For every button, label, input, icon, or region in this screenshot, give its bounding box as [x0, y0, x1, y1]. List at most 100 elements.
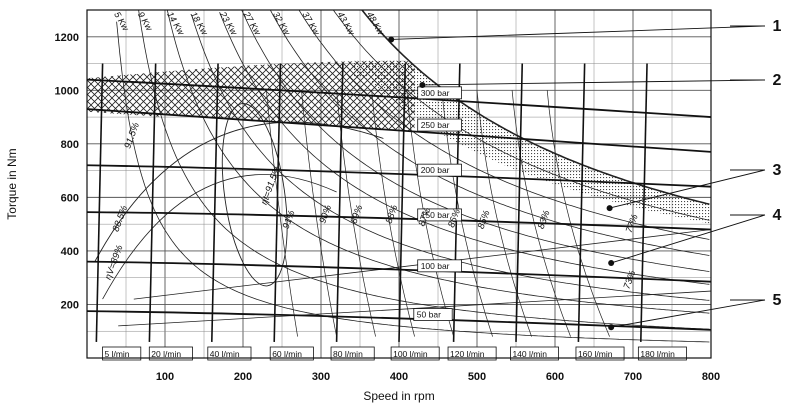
power-label: 27 Kw — [241, 9, 263, 37]
pressure-label: 50 bar — [417, 310, 441, 320]
pressure-label: 150 bar — [421, 210, 450, 220]
pressure-line-5 — [87, 310, 711, 331]
x-tick-label: 700 — [624, 371, 642, 383]
x-tick-label: 500 — [468, 371, 486, 383]
power-label: 9 Kw — [136, 10, 155, 33]
pressure-line-0 — [87, 78, 711, 118]
eff-contour-line — [511, 90, 571, 337]
flow-lines — [95, 63, 648, 342]
flow-label: 80 l/min — [333, 349, 363, 359]
flow-line-6 — [452, 63, 461, 342]
power-curve-5 — [116, 21, 710, 343]
pressure-line-2 — [87, 164, 711, 188]
eff-contour-line — [336, 90, 376, 337]
callout-leader — [611, 214, 766, 264]
flow-label-box — [207, 346, 252, 361]
x-tick-label: 400 — [390, 371, 408, 383]
pressure-label-box — [417, 163, 462, 177]
x-tick-label: 600 — [546, 371, 564, 383]
eff-contour-91-5 — [221, 103, 288, 287]
flow-label-box — [148, 346, 193, 361]
power-curve-37 — [298, 10, 710, 240]
flow-label-box — [637, 346, 687, 361]
flow-label: 60 l/min — [272, 349, 302, 359]
efficiency-label: 91% — [281, 208, 298, 230]
vol-eff-line — [118, 290, 711, 327]
y-tick-label: 600 — [61, 192, 79, 204]
y-tick-label: 1200 — [55, 32, 79, 44]
pressure-label-box — [417, 259, 462, 273]
power-label: 18 Kw — [189, 10, 210, 37]
callout-leader — [609, 169, 766, 209]
flow-label-box — [510, 346, 559, 361]
flow-label-box — [447, 346, 497, 361]
flow-line-5 — [398, 63, 407, 342]
eff-contour-line — [371, 90, 415, 337]
x-tick-label: 800 — [702, 371, 720, 383]
callout-leader — [611, 299, 766, 328]
power-label: 14 Kw — [165, 10, 186, 37]
pressure-label: 200 bar — [421, 165, 450, 175]
power-curve-14 — [166, 10, 710, 314]
flow-label-box — [390, 346, 440, 361]
flow-line-1 — [148, 63, 157, 342]
power-curve-23 — [219, 12, 710, 285]
pressure-lines — [87, 78, 711, 331]
pressure-line-4 — [87, 260, 711, 283]
flow-line-7 — [515, 63, 524, 342]
power-label: 5 Kw — [112, 10, 131, 33]
flow-label: 160 l/min — [578, 349, 613, 359]
flow-label-box — [269, 346, 314, 361]
efficiency-label: 77% — [624, 212, 641, 234]
y-tick-label: 800 — [61, 139, 79, 151]
x-tick-label: 100 — [156, 371, 174, 383]
y-tick-label: 1000 — [55, 85, 79, 97]
flow-line-0 — [95, 63, 104, 342]
eff-contour-line — [546, 90, 610, 337]
callout-leader — [422, 79, 766, 86]
efficiency-label: 85% — [476, 208, 493, 230]
pressure-label: 100 bar — [421, 261, 450, 271]
callout-number: 4 — [773, 207, 782, 224]
pressure-label-box — [417, 86, 462, 100]
y-axis-title: Torque in Nm — [5, 148, 19, 219]
pressure-label-box — [417, 118, 462, 132]
power-label: 43 Kw — [336, 10, 357, 37]
pressure-label-box — [413, 308, 453, 321]
flow-label: 120 l/min — [450, 349, 485, 359]
efficiency-label: 89% — [349, 203, 366, 225]
flow-label: 140 l/min — [512, 349, 547, 359]
callout-number: 3 — [773, 162, 782, 179]
efficiency-label: 90% — [317, 203, 334, 225]
efficiency-label: 91.5% — [122, 121, 142, 151]
x-tick-label: 200 — [234, 371, 252, 383]
y-tick-label: 400 — [61, 246, 79, 258]
x-axis-title: Speed in rpm — [363, 389, 434, 403]
y-tick-label: 200 — [61, 299, 79, 311]
flow-label: 100 l/min — [393, 349, 428, 359]
pressure-label: 300 bar — [421, 88, 450, 98]
efficiency-label: 73% — [622, 269, 639, 291]
flow-label-box — [575, 346, 625, 361]
flow-line-4 — [335, 63, 344, 342]
x-tick-label: 300 — [312, 371, 330, 383]
power-label: 37 Kw — [300, 10, 321, 37]
callout-leader — [391, 25, 766, 40]
eff-contour-line — [476, 90, 532, 337]
flow-line-8 — [577, 63, 586, 342]
axis-layer: 100 200 300 400 500 600 700 800 200 400 600 800 1000… — [5, 9, 720, 403]
flow-label-box — [330, 346, 375, 361]
plot-frame — [86, 9, 712, 359]
power-label: 48 Kw — [365, 10, 386, 37]
flow-label: 5 l/min — [105, 349, 130, 359]
power-curve-9 — [138, 10, 710, 330]
flow-label: 180 l/min — [640, 349, 675, 359]
pressure-line-3 — [87, 211, 711, 231]
efficiency-label: 88.5% — [111, 204, 131, 234]
power-curve-18 — [191, 14, 710, 301]
flow-label-box — [102, 346, 142, 361]
efficiency-label: 88% — [384, 203, 401, 225]
flow-line-3 — [273, 63, 282, 342]
efficiency-label: 83% — [536, 208, 553, 230]
